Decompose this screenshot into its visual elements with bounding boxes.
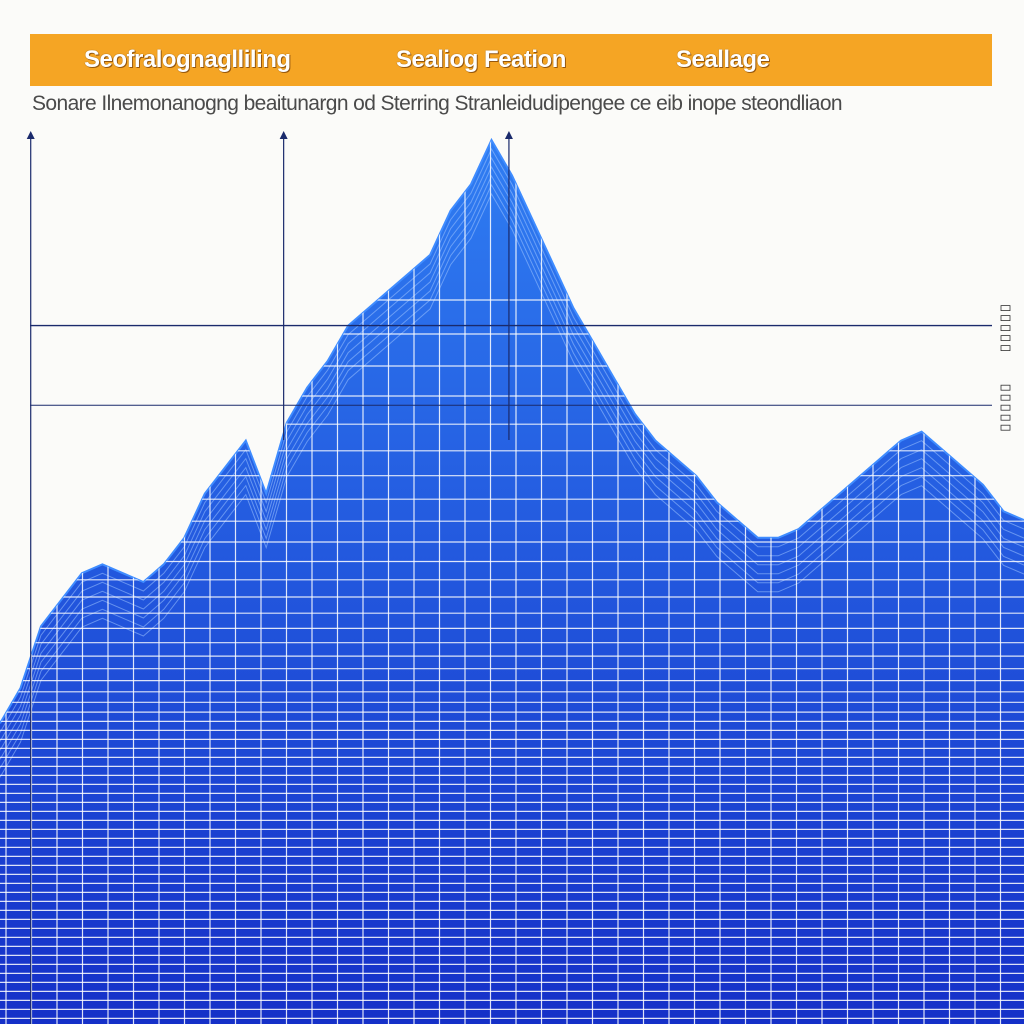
area-series-line	[0, 137, 1024, 724]
legend-glyph	[1000, 424, 1011, 431]
header-label-1: Seofralognaglliling	[84, 46, 291, 73]
chart-subtitle: Sonare Ilnemonanogng beaitunargn od Ster…	[32, 92, 843, 115]
header-label-2: Sealiog Feation	[396, 46, 566, 73]
legend-glyph	[1000, 404, 1011, 411]
area-contour-line	[0, 147, 1024, 733]
area-contour-line	[0, 165, 1024, 751]
arrow-up-icon	[504, 131, 513, 139]
legend-glyph	[1000, 414, 1011, 421]
legend-glyph	[1000, 345, 1011, 352]
header-label-3: Seallage	[676, 46, 770, 73]
legend-glyph	[1000, 305, 1011, 312]
legend-glyph	[1000, 315, 1011, 322]
legend-glyph	[1000, 335, 1011, 342]
legend-glyph	[1000, 394, 1011, 401]
area-contour-line	[0, 183, 1024, 769]
area-contour-line	[0, 192, 1024, 778]
area-contour-line	[0, 174, 1024, 760]
legend-glyph	[1000, 384, 1011, 391]
legend-glyph	[1000, 325, 1011, 332]
arrow-up-icon	[279, 131, 288, 139]
header-bar: Seofralognaglliling Sealiog Feation Seal…	[30, 34, 992, 86]
arrow-up-icon	[26, 131, 35, 139]
